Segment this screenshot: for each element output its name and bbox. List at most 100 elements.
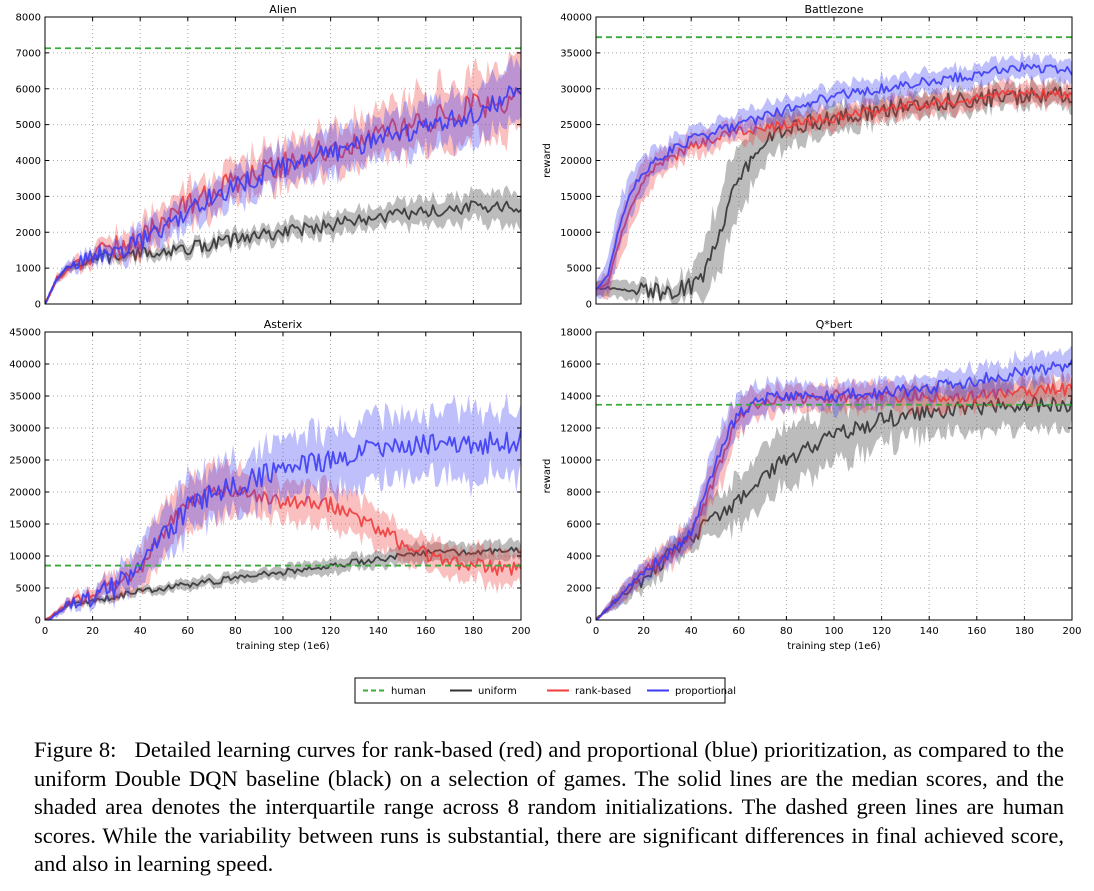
x-tick-label: 80 xyxy=(229,626,242,637)
y-tick-label: 6000 xyxy=(16,84,41,95)
x-axis-label: training step (1e6) xyxy=(236,641,330,652)
series-line-proportional xyxy=(596,359,1072,620)
caption-label: Figure 8: xyxy=(34,737,117,762)
x-tick-label: 120 xyxy=(872,626,891,637)
y-tick-label: 1000 xyxy=(16,264,41,275)
y-tick-label: 40000 xyxy=(9,360,41,371)
y-tick-label: 14000 xyxy=(560,392,592,403)
legend: human uniform rank-based proportional xyxy=(354,677,736,704)
y-tick-label: 10000 xyxy=(9,552,41,563)
series-line-proportional xyxy=(45,85,521,304)
x-tick-label: 60 xyxy=(732,626,745,637)
chart-alien: 0 1000 2000 3000 4000 5000 6000 7000 8000 Alien re… xyxy=(0,3,522,311)
x-tick-label: 40 xyxy=(685,626,698,637)
y-tick-label: 8000 xyxy=(16,13,41,24)
chart-battlezone: 0 5000 10000 15000 20000 25000 30000 35000 40000… xyxy=(542,3,1073,311)
x-tick-label: 180 xyxy=(1015,626,1034,637)
y-tick-label: 15000 xyxy=(560,192,592,203)
legend-label-uniform: uniform xyxy=(478,686,517,697)
x-tick-label: 0 xyxy=(593,626,599,637)
y-axis-label: reward xyxy=(542,143,553,178)
y-tick-label: 10000 xyxy=(560,228,592,239)
y-tick-label: 18000 xyxy=(560,328,592,339)
y-tick-label: 2000 xyxy=(16,228,41,239)
chart-title: Alien xyxy=(269,3,296,16)
x-tick-label: 20 xyxy=(637,626,650,637)
y-tick-label: 35000 xyxy=(9,392,41,403)
y-tick-label: 20000 xyxy=(9,488,41,499)
x-tick-label: 80 xyxy=(780,626,793,637)
y-tick-label: 25000 xyxy=(9,456,41,467)
x-tick-label: 20 xyxy=(86,626,99,637)
y-tick-label: 7000 xyxy=(16,48,41,59)
series-line-uniform xyxy=(596,395,1072,620)
y-tick-label: 10000 xyxy=(560,456,592,467)
y-tick-label: 4000 xyxy=(16,156,41,167)
x-tick-label: 180 xyxy=(464,626,483,637)
band-proportional xyxy=(45,392,521,620)
plot-area xyxy=(45,392,521,620)
figure-caption: Figure 8: Detailed learning curves for r… xyxy=(34,736,1064,879)
plot-area xyxy=(596,345,1072,620)
y-tick-label: 5000 xyxy=(567,264,592,275)
legend-label-rank-based: rank-based xyxy=(575,686,631,697)
y-tick-label: 2000 xyxy=(567,584,592,595)
y-tick-label: 0 xyxy=(35,616,41,627)
y-tick-label: 35000 xyxy=(560,48,592,59)
series-line-proportional xyxy=(596,62,1072,290)
chart-asterix: 0 5000 10000 15000 20000 25000 30000 35000 40000… xyxy=(9,318,530,652)
x-tick-label: 160 xyxy=(416,626,435,637)
x-tick-label: 60 xyxy=(181,626,194,637)
band-proportional xyxy=(596,49,1072,300)
legend-label-human: human xyxy=(391,686,426,697)
x-tick-label: 40 xyxy=(134,626,147,637)
y-tick-label: 0 xyxy=(35,300,41,311)
x-tick-label: 0 xyxy=(42,626,48,637)
y-tick-label: 30000 xyxy=(560,84,592,95)
chart-title: Q*bert xyxy=(816,318,853,331)
series-line-proportional xyxy=(45,430,521,620)
x-tick-label: 140 xyxy=(920,626,939,637)
y-tick-label: 8000 xyxy=(567,488,592,499)
band-proportional xyxy=(45,55,521,304)
y-tick-label: 6000 xyxy=(567,520,592,531)
x-tick-label: 160 xyxy=(967,626,986,637)
x-tick-label: 100 xyxy=(273,626,292,637)
caption-text: Detailed learning curves for rank-based … xyxy=(34,737,1065,876)
x-tick-label: 200 xyxy=(1062,626,1081,637)
band-uniform xyxy=(45,185,521,304)
y-tick-label: 3000 xyxy=(16,192,41,203)
x-tick-label: 100 xyxy=(824,626,843,637)
legend-label-proportional: proportional xyxy=(675,686,736,697)
y-tick-label: 0 xyxy=(586,300,592,311)
y-tick-label: 20000 xyxy=(560,156,592,167)
series-line-rank-based xyxy=(45,484,521,620)
y-tick-label: 12000 xyxy=(560,424,592,435)
band-rank-based xyxy=(596,369,1072,620)
y-tick-label: 25000 xyxy=(560,120,592,131)
series-line-rank-based xyxy=(596,88,1072,291)
y-tick-label: 30000 xyxy=(9,424,41,435)
series-line-rank-based xyxy=(596,382,1072,620)
y-tick-label: 40000 xyxy=(560,13,592,24)
band-uniform xyxy=(45,537,521,620)
band-rank-based xyxy=(45,455,521,620)
y-tick-label: 16000 xyxy=(560,360,592,371)
chart-q-bert: 0200040006000800010000120001400016000180… xyxy=(542,318,1082,652)
band-rank-based xyxy=(45,51,521,304)
chart-title: Asterix xyxy=(264,318,303,331)
y-tick-label: 45000 xyxy=(9,328,41,339)
x-tick-label: 200 xyxy=(511,626,530,637)
y-tick-label: 5000 xyxy=(16,584,41,595)
y-axis-label: reward xyxy=(542,459,553,494)
band-uniform xyxy=(596,367,1072,620)
chart-title: Battlezone xyxy=(805,3,864,16)
y-tick-label: 4000 xyxy=(567,552,592,563)
plot-area xyxy=(596,49,1072,304)
x-tick-label: 140 xyxy=(369,626,388,637)
y-tick-label: 5000 xyxy=(16,120,41,131)
y-tick-label: 0 xyxy=(586,616,592,627)
y-axis-label: reward xyxy=(0,143,2,178)
series-line-uniform xyxy=(45,546,521,620)
